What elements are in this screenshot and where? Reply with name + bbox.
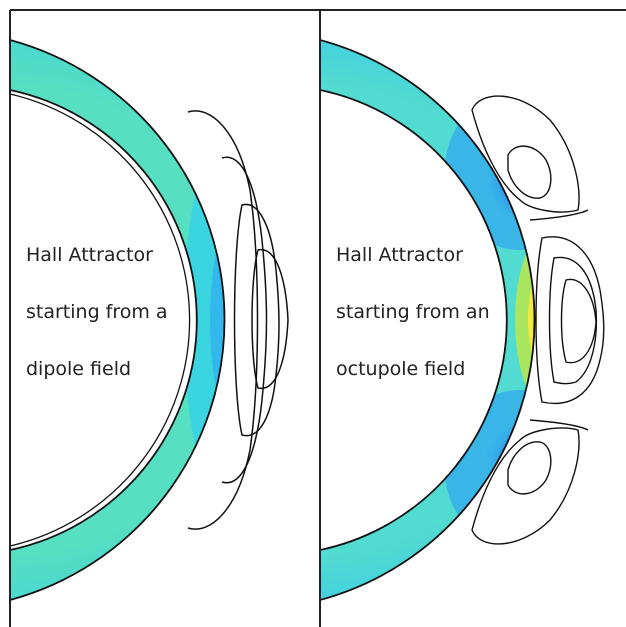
contour-line [560,278,597,364]
label-line-3: dipole field [26,358,132,380]
contour-line [471,95,580,213]
shell-diagram-dipole [10,39,312,601]
contour-line [548,256,598,385]
contour-line [529,209,589,221]
label-line-2: starting from an [336,301,490,323]
region-deep-blue-dipole [232,225,312,415]
region-yellow [528,230,535,410]
region-blue-top [445,90,535,250]
contour-line [233,203,280,437]
contour-line [535,236,605,404]
inner-boundary-octupole [320,89,508,551]
region-blue-bottom [445,390,535,550]
contour-line [10,93,191,547]
label-line-2: starting from a [26,301,168,323]
contour-line [471,427,580,545]
region-mid-blue-dipole [210,170,225,470]
outer-boundary-octupole [320,39,536,601]
contour-line [507,441,552,495]
contour-line [507,145,552,199]
contour-line [187,110,259,530]
contour-line [251,249,289,389]
shell-diagram-octupole [320,39,605,601]
label-line-1: Hall Attractor [26,244,153,266]
label-line-3: octupole field [336,358,466,380]
inner-boundary-dipole [10,89,198,551]
contour-line [529,419,589,431]
label-line-1: Hall Attractor [336,244,463,266]
panel-dipole: Hall Attractor starting from a dipole fi… [10,10,320,627]
outer-boundary-dipole [10,39,226,601]
contour-line [221,156,268,484]
panel-octupole: Hall Attractor starting from an octupole… [320,10,626,627]
